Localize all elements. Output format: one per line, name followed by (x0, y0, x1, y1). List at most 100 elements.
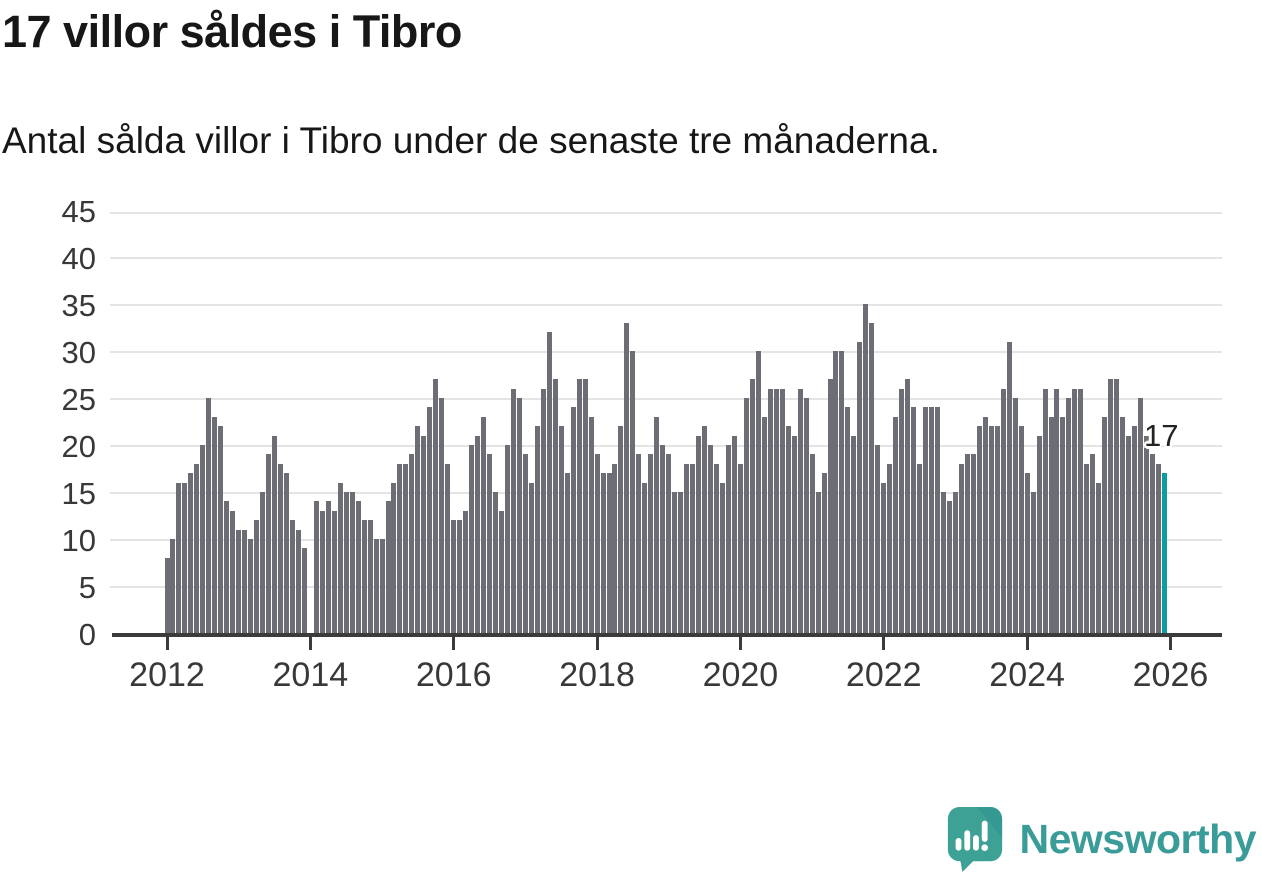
bar (737, 463, 743, 633)
bar (624, 322, 630, 633)
bar (379, 539, 385, 633)
bar (958, 463, 964, 633)
bar (283, 473, 289, 633)
bar (940, 492, 946, 633)
bar (224, 501, 230, 633)
bar (313, 501, 319, 633)
x-tick-label: 2020 (702, 656, 779, 694)
bar (1030, 492, 1036, 633)
bar (337, 482, 343, 633)
bar (881, 482, 887, 633)
bar (385, 501, 391, 633)
bar (899, 388, 905, 633)
bar (887, 463, 893, 633)
bar (463, 510, 469, 633)
bar (1132, 426, 1138, 633)
y-tick-label: 0 (78, 617, 96, 652)
bar (1012, 398, 1018, 633)
bar (361, 520, 367, 633)
bar (1144, 435, 1150, 633)
bar (433, 379, 439, 633)
gridline (110, 586, 1222, 588)
bar (397, 463, 403, 633)
newsworthy-logo[interactable]: Newsworthy (944, 805, 1256, 873)
bar (1048, 416, 1054, 633)
bar (648, 454, 654, 633)
bar (1054, 388, 1060, 633)
bar (403, 463, 409, 633)
bar (188, 473, 194, 633)
bar (755, 351, 761, 633)
bar (929, 407, 935, 633)
bar (875, 445, 881, 633)
bar (791, 435, 797, 633)
x-tick (165, 637, 169, 650)
bar (522, 454, 528, 633)
bar (1066, 398, 1072, 633)
bar (516, 398, 522, 633)
bar (821, 473, 827, 633)
bar (218, 426, 224, 633)
bar (690, 463, 696, 633)
bar (923, 407, 929, 633)
bar (851, 435, 857, 633)
bar (1036, 435, 1042, 633)
bar (642, 482, 648, 633)
gridline (110, 445, 1222, 447)
bar (475, 435, 481, 633)
bar (289, 520, 295, 633)
bar (295, 529, 301, 633)
bar (564, 473, 570, 633)
bar (1120, 416, 1126, 633)
bar (708, 445, 714, 633)
bar (660, 445, 666, 633)
chart-title: 17 villor såldes i Tibro (2, 6, 462, 57)
bar (176, 482, 182, 633)
bar (630, 351, 636, 633)
bar (493, 492, 498, 633)
bar (857, 341, 863, 633)
gridline (110, 492, 1222, 494)
bar (994, 426, 1000, 633)
bar (415, 426, 421, 633)
gridline (110, 304, 1222, 306)
bar (600, 473, 606, 633)
x-tick (595, 637, 599, 650)
bar (1000, 388, 1006, 633)
bar (672, 492, 678, 633)
bar (833, 351, 839, 633)
bar (1096, 482, 1102, 633)
bar (451, 520, 457, 633)
bar (594, 454, 600, 633)
gridline (110, 212, 1222, 214)
bar (570, 407, 576, 633)
bar (767, 388, 773, 633)
bar (773, 388, 779, 633)
bar (982, 416, 988, 633)
bar (254, 520, 260, 633)
bar (200, 445, 206, 633)
bar (1138, 398, 1144, 633)
bar (445, 463, 451, 633)
bar (935, 407, 941, 633)
bar (1060, 416, 1066, 633)
bar (905, 379, 911, 633)
bar (319, 510, 325, 633)
bar (714, 463, 720, 633)
bar (421, 435, 427, 633)
gridline (110, 351, 1222, 353)
bar (779, 388, 785, 633)
bar (684, 463, 690, 633)
bar (546, 332, 552, 633)
bar (439, 398, 445, 633)
bar (194, 463, 200, 633)
bar (349, 492, 355, 633)
bar (618, 426, 624, 633)
bar (469, 445, 475, 633)
bar (206, 398, 212, 633)
y-tick-label: 15 (61, 476, 96, 511)
bar (481, 416, 487, 633)
bar (678, 492, 684, 633)
bar (1084, 463, 1090, 633)
bar (487, 454, 493, 633)
